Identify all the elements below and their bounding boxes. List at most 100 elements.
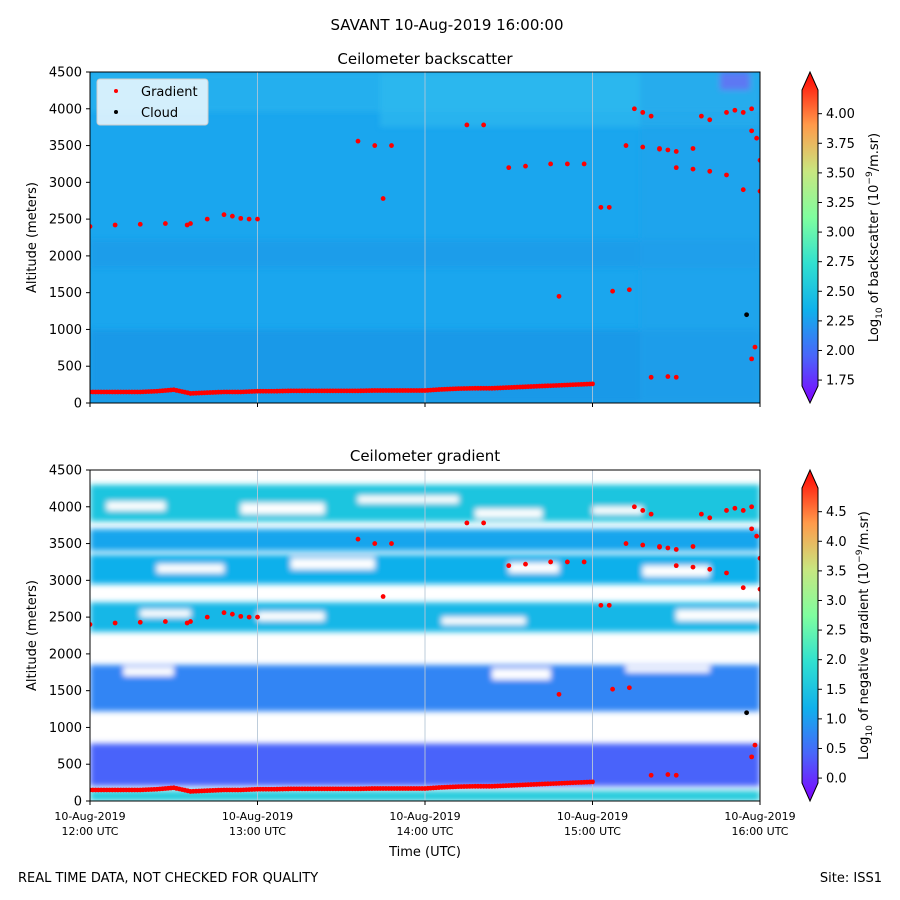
- gradient-point: [380, 594, 386, 599]
- footer-site: Site: ISS1: [820, 871, 882, 886]
- gradient-point: [548, 559, 554, 565]
- gradient-gap: [257, 611, 325, 621]
- gradient-point: [285, 388, 291, 394]
- gradient-point: [218, 389, 224, 395]
- gradient-point: [749, 754, 755, 760]
- gradient-point: [631, 106, 637, 112]
- gradient-markers-backscatter: [90, 106, 760, 396]
- gradient-point: [752, 742, 758, 748]
- gradient-point: [570, 780, 576, 786]
- colorbar-ticks-backscatter: 4.00 3.75 3.50 3.25 3.00 2.75 2.50 2.25 2.00 1.75: [818, 107, 855, 389]
- gradient-point: [503, 783, 509, 789]
- gradient-point: [255, 216, 260, 222]
- colorbar-tick-label: 2.50: [826, 285, 855, 300]
- gradient-point: [118, 787, 124, 793]
- gradient-point: [648, 772, 654, 778]
- cb2-part-rest: of negative gradient (10: [857, 563, 872, 725]
- yaxis-backscatter: 0 500 1000 1500 2000 2500 3000 3500 4000 4500: [49, 66, 90, 412]
- gradient-point: [657, 544, 662, 549]
- gradient-point: [419, 786, 425, 791]
- gradient-point: [673, 374, 679, 380]
- gradient-point: [523, 561, 528, 567]
- gradient-point: [757, 586, 760, 592]
- gradient-point: [188, 221, 193, 226]
- gradient-point: [204, 216, 210, 222]
- colorbar-label-backscatter: Log10 of backscatter (10−9/m.sr): [865, 133, 885, 342]
- ylabel-gradient: Altitude (meters): [25, 580, 40, 691]
- gradient-point: [732, 107, 738, 113]
- gradient-point: [548, 161, 554, 167]
- colorbar-tick-label: 3.5: [826, 564, 847, 579]
- panel-gradient: Ceilometer gradient 0 500 1000 1500 2000 2500…: [25, 447, 875, 860]
- gradient-grid: [257, 470, 593, 801]
- gradient-point: [90, 622, 93, 627]
- gradient-point: [610, 686, 615, 692]
- gradient-point: [151, 388, 157, 394]
- gradient-point: [640, 508, 646, 513]
- gradient-gap: [626, 666, 710, 673]
- ytick-label: 500: [57, 360, 82, 375]
- gradient-point: [648, 113, 654, 119]
- gradient-point: [740, 585, 746, 591]
- gradient-point: [690, 544, 696, 549]
- ytick-label: 1500: [49, 286, 82, 301]
- cb2-part-end: /m.sr): [857, 511, 872, 549]
- gradient-point: [403, 388, 408, 393]
- gradient-point: [255, 614, 260, 620]
- xaxis-backscatter: [89, 403, 761, 407]
- gradient-point: [137, 221, 143, 227]
- colorbar-label-gradient: Log10 of negative gradient (10−9/m.sr): [855, 511, 875, 760]
- xtick-label-date: 10-Aug-2019: [222, 810, 293, 823]
- gradient-point: [506, 165, 512, 171]
- gradient-point: [372, 143, 378, 148]
- gradient-point: [470, 385, 475, 391]
- gradient-gap: [157, 564, 224, 573]
- gradient-point: [481, 520, 487, 526]
- ytick-label: 2000: [49, 647, 82, 662]
- cb1-part-sub: 10: [875, 307, 885, 319]
- gradient-point: [403, 786, 408, 791]
- gradient-point: [137, 619, 143, 625]
- gradient-point: [386, 786, 392, 791]
- colorbar-strip-backscatter: [801, 70, 819, 405]
- gradient-point: [135, 787, 140, 793]
- gradient-point: [673, 149, 679, 154]
- suptitle: SAVANT 10-Aug-2019 16:00:00: [331, 16, 564, 34]
- gradient-gap: [106, 501, 166, 511]
- gradient-point: [470, 783, 475, 789]
- gradient-point: [556, 691, 562, 697]
- gradient-point: [707, 117, 713, 123]
- ytick-label: 0: [74, 397, 82, 412]
- gradient-point: [162, 221, 168, 226]
- colorbar-tick-label: 2.0: [826, 653, 847, 668]
- ytick-label: 4000: [49, 102, 82, 117]
- colorbar-tick-label: 4.00: [826, 107, 855, 122]
- gradient-point: [352, 786, 358, 792]
- gradient-point: [188, 619, 193, 624]
- xtick-label-date: 10-Aug-2019: [557, 810, 628, 823]
- gradient-gap: [140, 609, 191, 618]
- gradient-point: [606, 602, 612, 608]
- gradient-point: [606, 204, 612, 210]
- gradient-point: [453, 784, 459, 790]
- gradient-point: [749, 128, 755, 134]
- gradient-point: [389, 541, 394, 546]
- xtick-label-time: 14:00 UTC: [396, 825, 453, 838]
- gradient-point: [564, 161, 570, 167]
- gradient-point: [319, 388, 325, 394]
- gradient-point: [352, 388, 358, 394]
- ytick-label: 3000: [49, 176, 82, 191]
- gradient-point: [553, 781, 559, 786]
- gradient-point: [740, 508, 746, 513]
- gradient-point: [740, 187, 746, 193]
- gradient-point: [252, 388, 258, 394]
- xtick-label-time: 12:00 UTC: [61, 825, 118, 838]
- gradient-gap: [291, 558, 375, 570]
- gradient-point: [464, 122, 470, 128]
- cloud-markers-gradient: [744, 710, 749, 716]
- gradient-point: [204, 614, 210, 620]
- gradient-point: [185, 390, 191, 396]
- xlabel-gradient: Time (UTC): [388, 845, 461, 860]
- gradient-point: [168, 387, 174, 393]
- ytick-label: 1000: [49, 721, 82, 736]
